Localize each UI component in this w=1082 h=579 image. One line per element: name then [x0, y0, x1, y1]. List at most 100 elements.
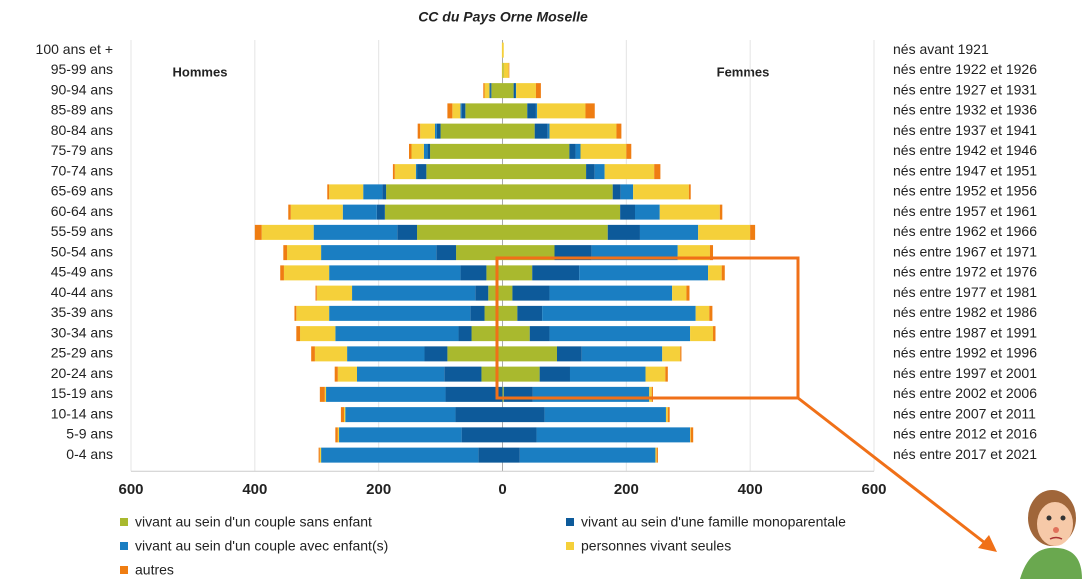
- age-label: 10-14 ans: [51, 405, 113, 421]
- bar-femmes: [502, 204, 621, 220]
- bar-hommes: [486, 265, 503, 281]
- bar-hommes: [471, 326, 503, 342]
- bar-hommes: [321, 245, 437, 261]
- birth-label: nés entre 1937 et 1941: [893, 122, 1037, 138]
- bar-hommes: [376, 204, 385, 220]
- bar-femmes: [549, 285, 673, 301]
- bar-hommes: [356, 366, 445, 382]
- bar-femmes: [502, 123, 535, 139]
- bar-hommes: [460, 103, 462, 119]
- arrow-line: [797, 396, 986, 545]
- birth-label: nés entre 1947 et 1951: [893, 162, 1037, 178]
- highlight-box: [495, 256, 800, 400]
- age-label: 50-54 ans: [51, 243, 113, 259]
- bar-femmes: [695, 305, 710, 321]
- bar-femmes: [651, 386, 653, 402]
- bar-femmes: [503, 62, 509, 78]
- bar-hommes: [313, 224, 398, 240]
- bar-femmes: [586, 164, 595, 180]
- bar-hommes: [426, 164, 503, 180]
- bar-femmes: [654, 164, 661, 180]
- bar-femmes: [534, 123, 548, 139]
- bar-hommes: [440, 123, 503, 139]
- bar-hommes: [329, 265, 461, 281]
- bar-femmes: [656, 447, 658, 463]
- x-tick-label: 0: [498, 481, 506, 498]
- bars: [254, 42, 756, 463]
- bar-femmes: [556, 346, 582, 362]
- bar-femmes: [517, 305, 543, 321]
- age-label: 100 ans et +: [36, 41, 113, 57]
- bar-hommes: [427, 143, 431, 159]
- birth-label: nés entre 1967 et 1971: [893, 243, 1037, 259]
- bar-hommes: [501, 62, 503, 78]
- bar-femmes: [690, 427, 694, 443]
- bar-hommes: [327, 184, 330, 200]
- bar-femmes: [502, 366, 540, 382]
- bar-femmes: [616, 123, 622, 139]
- bar-femmes: [502, 326, 530, 342]
- bar-hommes: [397, 224, 418, 240]
- bar-femmes: [569, 143, 576, 159]
- legend-label: autres: [135, 562, 174, 578]
- bar-femmes: [713, 326, 716, 342]
- bar-femmes: [502, 83, 514, 99]
- birth-label: nés entre 2012 et 2016: [893, 426, 1037, 442]
- bar-hommes: [339, 427, 462, 443]
- birth-label: nés entre 1952 et 1956: [893, 183, 1037, 199]
- bar-femmes: [508, 62, 510, 78]
- bar-femmes: [690, 427, 691, 443]
- bar-femmes: [750, 224, 756, 240]
- legend-label: vivant au sein d'une famille monoparenta…: [581, 514, 846, 530]
- bar-hommes: [491, 83, 503, 99]
- age-label: 70-74 ans: [51, 162, 113, 178]
- age-label: 0-4 ans: [66, 446, 113, 462]
- bar-hommes: [315, 285, 317, 301]
- birth-label: nés entre 1957 et 1961: [893, 203, 1037, 219]
- bar-femmes: [709, 305, 713, 321]
- bar-femmes: [542, 305, 696, 321]
- age-label: 85-89 ans: [51, 102, 113, 118]
- right-label: Femmes: [717, 64, 770, 79]
- bar-hommes: [318, 447, 320, 463]
- bar-hommes: [489, 83, 491, 99]
- bar-hommes: [420, 123, 436, 139]
- bar-femmes: [659, 204, 720, 220]
- bar-femmes: [662, 346, 681, 362]
- bar-femmes: [527, 103, 536, 119]
- bar-femmes: [688, 184, 691, 200]
- bar-hommes: [411, 143, 424, 159]
- legend-label: personnes vivant seules: [581, 538, 731, 554]
- bar-hommes: [481, 366, 503, 382]
- bar-hommes: [326, 386, 446, 402]
- bar-hommes: [409, 143, 412, 159]
- bar-femmes: [502, 407, 545, 423]
- age-label: 55-59 ans: [51, 223, 113, 239]
- birth-label: nés entre 2002 et 2006: [893, 385, 1037, 401]
- birth-label: nés avant 1921: [893, 41, 989, 57]
- bar-hommes: [447, 346, 503, 362]
- bar-femmes: [680, 346, 682, 362]
- age-label: 20-24 ans: [51, 365, 113, 381]
- bar-hommes: [283, 245, 288, 261]
- x-tick-label: 400: [242, 481, 267, 498]
- bar-femmes: [502, 245, 555, 261]
- bar-femmes: [667, 407, 670, 423]
- birth-label: nés entre 1987 et 1991: [893, 324, 1037, 340]
- legend-swatch: [120, 518, 128, 526]
- birth-label: nés entre 1992 et 1996: [893, 345, 1037, 361]
- bar-hommes: [465, 103, 503, 119]
- age-label: 75-79 ans: [51, 142, 113, 158]
- bar-femmes: [677, 245, 710, 261]
- chart-title: CC du Pays Orne Moselle: [418, 9, 588, 25]
- age-label: 80-84 ans: [51, 122, 113, 138]
- birth-label: nés entre 1927 et 1931: [893, 81, 1037, 97]
- bar-femmes: [502, 447, 520, 463]
- bar-hommes: [452, 103, 461, 119]
- bar-hommes: [458, 326, 472, 342]
- bar-hommes: [470, 305, 485, 321]
- age-label: 5-9 ans: [66, 426, 113, 442]
- bar-hommes: [329, 184, 364, 200]
- bar-hommes: [283, 265, 330, 281]
